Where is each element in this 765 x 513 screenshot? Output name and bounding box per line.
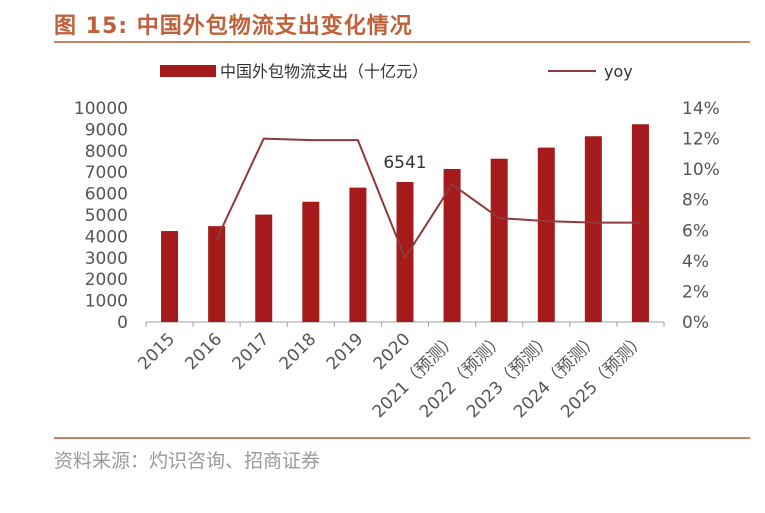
right-axis: 0% 2% 4% 6% 8% 10% 12% 14% — [682, 99, 720, 333]
left-axis-tick-label: 7000 — [85, 163, 128, 183]
x-axis-tick-label: 2015 — [134, 329, 179, 374]
bar-2015 — [161, 231, 179, 322]
data-labels: 6541 — [383, 153, 426, 173]
bar-2024（预测） — [584, 136, 602, 322]
legend-label-line: yoy — [604, 62, 633, 81]
bar-2019 — [349, 187, 367, 322]
x-axis-tick-label: 2018 — [276, 329, 321, 374]
x-axis: 2015 2016 2017 2018 2019 20202021（预测）2022（预测）… — [134, 322, 665, 422]
bar-series — [161, 124, 649, 322]
source-divider — [54, 437, 750, 439]
left-axis-tick-label: 2000 — [85, 270, 128, 290]
right-axis-tick-label: 12% — [682, 130, 720, 150]
left-axis-tick-label: 1000 — [85, 292, 128, 312]
left-axis-tick-label: 5000 — [85, 206, 128, 226]
left-axis-tick-label: 3000 — [85, 249, 128, 269]
right-axis-tick-label: 0% — [682, 313, 709, 333]
bar-2020 — [396, 182, 414, 322]
left-axis-tick-label: 0 — [117, 313, 128, 333]
right-axis-tick-label: 6% — [682, 221, 709, 241]
bar-2022（预测） — [490, 158, 508, 322]
x-axis-tick-label: 2017 — [229, 329, 274, 374]
left-axis-tick-label: 4000 — [85, 227, 128, 247]
bar-2018 — [302, 201, 320, 322]
right-axis-tick-label: 14% — [682, 99, 720, 119]
bar-2023（预测） — [537, 147, 555, 322]
left-axis-tick-label: 8000 — [85, 142, 128, 162]
source-note: 资料来源：灼识咨询、招商证券 — [54, 450, 321, 472]
legend-swatch-bar — [160, 65, 216, 77]
data-label: 6541 — [383, 153, 426, 173]
legend-label-bar: 中国外包物流支出（十亿元） — [220, 62, 428, 81]
x-axis-tick-label: 2025（预测） — [557, 329, 650, 422]
right-axis-tick-label: 4% — [682, 252, 709, 272]
x-axis-tick-label: 2016 — [181, 329, 226, 374]
left-axis: 0100020003000400050006000700080009000100… — [74, 99, 128, 333]
left-axis-tick-label: 10000 — [74, 99, 128, 119]
left-axis-tick-label: 6000 — [85, 185, 128, 205]
bar-2017 — [255, 214, 273, 322]
right-axis-tick-label: 8% — [682, 191, 709, 211]
chart-legend: 中国外包物流支出（十亿元） yoy — [160, 62, 633, 81]
right-axis-tick-label: 10% — [682, 160, 720, 180]
figure-title: 图 15: 中国外包物流支出变化情况 — [54, 14, 413, 39]
left-axis-tick-label: 9000 — [85, 120, 128, 140]
bar-2016 — [208, 226, 226, 322]
right-axis-tick-label: 2% — [682, 282, 709, 302]
yoy-line — [215, 137, 641, 259]
bar-2021（预测） — [443, 168, 461, 322]
yoy-series — [215, 137, 641, 259]
title-divider — [54, 41, 750, 43]
x-axis-tick-label: 2019 — [323, 329, 368, 374]
x-axis-tick-label: 2020 — [370, 329, 415, 374]
